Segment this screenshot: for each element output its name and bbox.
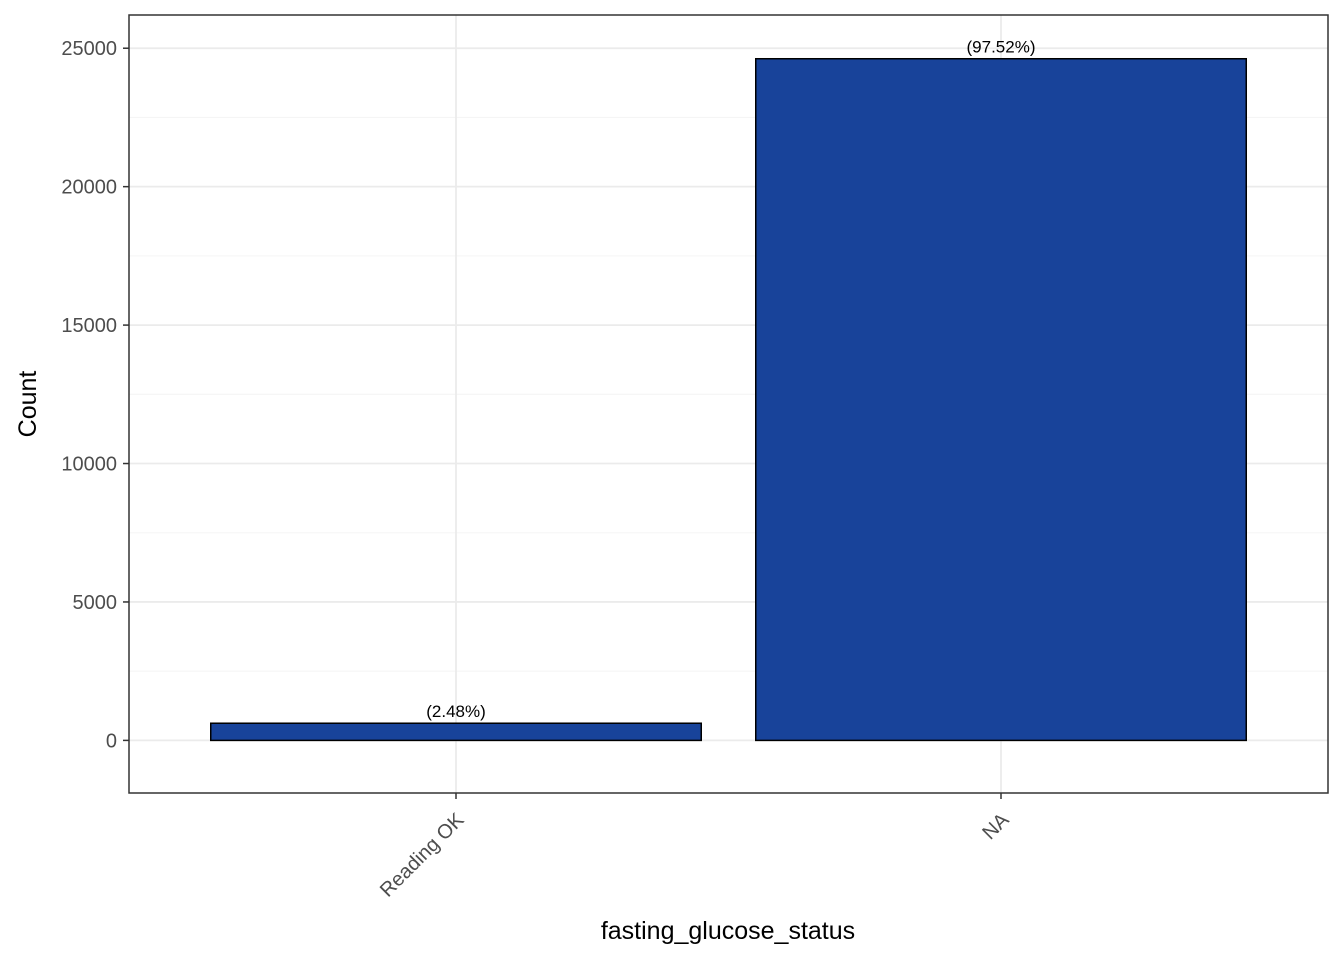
bar-labels: (2.48%) (97.52%) <box>426 38 1035 721</box>
y-tick-label: 5000 <box>73 592 118 614</box>
bar-data-label: (2.48%) <box>426 702 486 721</box>
bar <box>755 57 1247 742</box>
x-tick-label: Reading OK <box>376 809 469 902</box>
panel-border <box>128 14 1329 794</box>
bar <box>210 722 702 742</box>
y-tick-label: 0 <box>106 730 117 752</box>
bar-data-label: (97.52%) <box>967 38 1036 57</box>
y-axis-title: Count <box>14 371 42 438</box>
y-tick-label: 25000 <box>61 38 117 60</box>
x-tick-label: NA <box>978 809 1014 845</box>
x-axis-title: fasting_glucose_status <box>601 917 855 945</box>
bars <box>210 57 1247 742</box>
y-tick-label: 10000 <box>61 454 117 476</box>
y-tick-label: 15000 <box>61 315 117 337</box>
y-tick-label: 20000 <box>61 177 117 199</box>
x-axis: Reading OK NA <box>376 793 1014 902</box>
y-axis: 0 5000 10000 15000 20000 25000 <box>61 38 129 752</box>
